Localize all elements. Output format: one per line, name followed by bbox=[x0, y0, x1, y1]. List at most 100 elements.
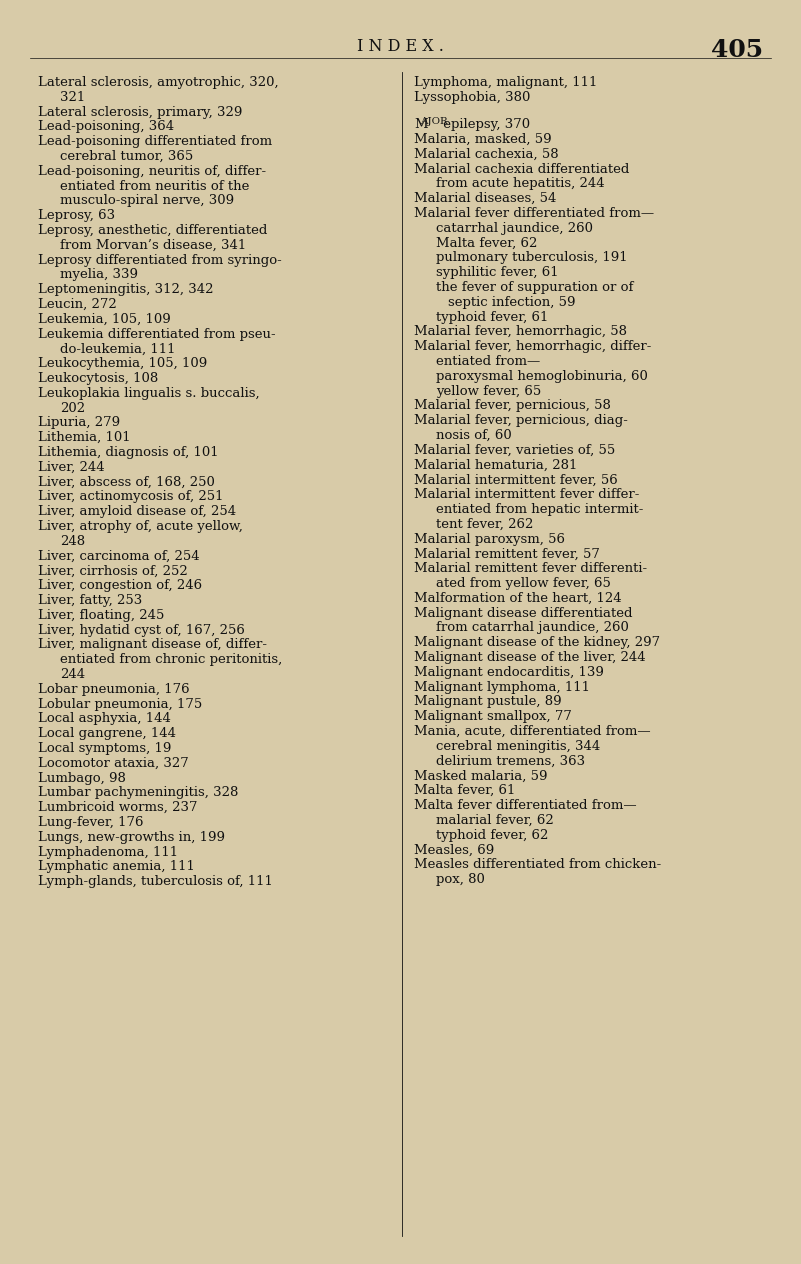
Text: pox, 80: pox, 80 bbox=[436, 873, 485, 886]
Text: Malarial paroxysm, 56: Malarial paroxysm, 56 bbox=[414, 532, 565, 546]
Text: Malignant pustule, 89: Malignant pustule, 89 bbox=[414, 695, 562, 708]
Text: Lead-poisoning, 364: Lead-poisoning, 364 bbox=[38, 120, 174, 134]
Text: Liver, atrophy of, acute yellow,: Liver, atrophy of, acute yellow, bbox=[38, 520, 243, 533]
Text: Leucin, 272: Leucin, 272 bbox=[38, 298, 117, 311]
Text: Malignant lymphoma, 111: Malignant lymphoma, 111 bbox=[414, 680, 590, 694]
Text: Malarial fever, hemorrhagic, differ-: Malarial fever, hemorrhagic, differ- bbox=[414, 340, 651, 353]
Text: Lateral sclerosis, amyotrophic, 320,: Lateral sclerosis, amyotrophic, 320, bbox=[38, 76, 279, 88]
Text: Leukocytosis, 108: Leukocytosis, 108 bbox=[38, 372, 159, 386]
Text: Malta fever, 62: Malta fever, 62 bbox=[436, 236, 537, 249]
Text: the fever of suppuration or of: the fever of suppuration or of bbox=[436, 281, 634, 295]
Text: Local gangrene, 144: Local gangrene, 144 bbox=[38, 727, 176, 741]
Text: I N D E X .: I N D E X . bbox=[357, 38, 444, 56]
Text: Malignant disease of the kidney, 297: Malignant disease of the kidney, 297 bbox=[414, 636, 660, 650]
Text: delirium tremens, 363: delirium tremens, 363 bbox=[436, 755, 586, 767]
Text: Liver, amyloid disease of, 254: Liver, amyloid disease of, 254 bbox=[38, 506, 236, 518]
Text: Malarial fever, varieties of, 55: Malarial fever, varieties of, 55 bbox=[414, 444, 615, 456]
Text: paroxysmal hemoglobinuria, 60: paroxysmal hemoglobinuria, 60 bbox=[436, 370, 648, 383]
Text: from catarrhal jaundice, 260: from catarrhal jaundice, 260 bbox=[436, 622, 629, 635]
Text: Lymph-glands, tuberculosis of, 111: Lymph-glands, tuberculosis of, 111 bbox=[38, 875, 273, 889]
Text: Leukocythemia, 105, 109: Leukocythemia, 105, 109 bbox=[38, 358, 207, 370]
Text: Lateral sclerosis, primary, 329: Lateral sclerosis, primary, 329 bbox=[38, 106, 243, 119]
Text: Leprosy, anesthetic, differentiated: Leprosy, anesthetic, differentiated bbox=[38, 224, 268, 236]
Text: Lumbago, 98: Lumbago, 98 bbox=[38, 771, 126, 785]
Text: Lymphadenoma, 111: Lymphadenoma, 111 bbox=[38, 846, 178, 858]
Text: Liver, 244: Liver, 244 bbox=[38, 461, 105, 474]
Text: Lipuria, 279: Lipuria, 279 bbox=[38, 416, 120, 430]
Text: Liver, malignant disease of, differ-: Liver, malignant disease of, differ- bbox=[38, 638, 267, 651]
Text: musculo-spiral nerve, 309: musculo-spiral nerve, 309 bbox=[60, 195, 234, 207]
Text: Malta fever, 61: Malta fever, 61 bbox=[414, 784, 516, 798]
Text: Malarial fever differentiated from—: Malarial fever differentiated from— bbox=[414, 207, 654, 220]
Text: Liver, congestion of, 246: Liver, congestion of, 246 bbox=[38, 579, 202, 593]
Text: Malarial fever, hemorrhagic, 58: Malarial fever, hemorrhagic, 58 bbox=[414, 325, 627, 339]
Text: catarrhal jaundice, 260: catarrhal jaundice, 260 bbox=[436, 221, 593, 235]
Text: yellow fever, 65: yellow fever, 65 bbox=[436, 384, 541, 398]
Text: septic infection, 59: septic infection, 59 bbox=[448, 296, 576, 308]
Text: Leprosy, 63: Leprosy, 63 bbox=[38, 210, 115, 222]
Text: do-leukemia, 111: do-leukemia, 111 bbox=[60, 343, 175, 355]
Text: ated from yellow fever, 65: ated from yellow fever, 65 bbox=[436, 576, 611, 590]
Text: AJOR: AJOR bbox=[421, 118, 448, 126]
Text: entiated from neuritis of the: entiated from neuritis of the bbox=[60, 179, 249, 192]
Text: Malarial cachexia, 58: Malarial cachexia, 58 bbox=[414, 148, 559, 161]
Text: cerebral meningitis, 344: cerebral meningitis, 344 bbox=[436, 739, 601, 753]
Text: Malaria, masked, 59: Malaria, masked, 59 bbox=[414, 133, 552, 145]
Text: myelia, 339: myelia, 339 bbox=[60, 268, 138, 282]
Text: Liver, cirrhosis of, 252: Liver, cirrhosis of, 252 bbox=[38, 565, 187, 578]
Text: Lumbricoid worms, 237: Lumbricoid worms, 237 bbox=[38, 801, 198, 814]
Text: Lead-poisoning differentiated from: Lead-poisoning differentiated from bbox=[38, 135, 272, 148]
Text: 405: 405 bbox=[710, 38, 763, 62]
Text: Measles, 69: Measles, 69 bbox=[414, 843, 494, 857]
Text: Lung-fever, 176: Lung-fever, 176 bbox=[38, 817, 143, 829]
Text: Malarial remittent fever, 57: Malarial remittent fever, 57 bbox=[414, 547, 600, 560]
Text: Malignant disease of the liver, 244: Malignant disease of the liver, 244 bbox=[414, 651, 646, 664]
Text: Lymphatic anemia, 111: Lymphatic anemia, 111 bbox=[38, 861, 195, 873]
Text: Malarial diseases, 54: Malarial diseases, 54 bbox=[414, 192, 557, 205]
Text: Malignant disease differentiated: Malignant disease differentiated bbox=[414, 607, 633, 619]
Text: 248: 248 bbox=[60, 535, 85, 547]
Text: Lithemia, 101: Lithemia, 101 bbox=[38, 431, 131, 444]
Text: Malarial fever, pernicious, 58: Malarial fever, pernicious, 58 bbox=[414, 399, 611, 412]
Text: Lobar pneumonia, 176: Lobar pneumonia, 176 bbox=[38, 683, 190, 695]
Text: Malignant endocarditis, 139: Malignant endocarditis, 139 bbox=[414, 666, 604, 679]
Text: Liver, abscess of, 168, 250: Liver, abscess of, 168, 250 bbox=[38, 475, 215, 489]
Text: Local asphyxia, 144: Local asphyxia, 144 bbox=[38, 713, 171, 726]
Text: Leprosy differentiated from syringo-: Leprosy differentiated from syringo- bbox=[38, 254, 282, 267]
Text: nosis of, 60: nosis of, 60 bbox=[436, 428, 512, 442]
Text: Malarial intermittent fever, 56: Malarial intermittent fever, 56 bbox=[414, 474, 618, 487]
Text: cerebral tumor, 365: cerebral tumor, 365 bbox=[60, 150, 193, 163]
Text: typhoid fever, 61: typhoid fever, 61 bbox=[436, 311, 549, 324]
Text: M: M bbox=[414, 118, 428, 131]
Text: Malarial cachexia differentiated: Malarial cachexia differentiated bbox=[414, 163, 630, 176]
Text: Liver, carcinoma of, 254: Liver, carcinoma of, 254 bbox=[38, 550, 199, 562]
Text: 321: 321 bbox=[60, 91, 85, 104]
Text: Leukoplakia lingualis s. buccalis,: Leukoplakia lingualis s. buccalis, bbox=[38, 387, 260, 399]
Text: Lungs, new-growths in, 199: Lungs, new-growths in, 199 bbox=[38, 830, 225, 844]
Text: entiated from—: entiated from— bbox=[436, 355, 541, 368]
Text: Lymphoma, malignant, 111: Lymphoma, malignant, 111 bbox=[414, 76, 598, 88]
Text: epilepsy, 370: epilepsy, 370 bbox=[439, 118, 530, 131]
Text: Malta fever differentiated from—: Malta fever differentiated from— bbox=[414, 799, 637, 811]
Text: Mania, acute, differentiated from—: Mania, acute, differentiated from— bbox=[414, 726, 650, 738]
Text: from acute hepatitis, 244: from acute hepatitis, 244 bbox=[436, 177, 605, 191]
Text: Lithemia, diagnosis of, 101: Lithemia, diagnosis of, 101 bbox=[38, 446, 219, 459]
Text: Lumbar pachymeningitis, 328: Lumbar pachymeningitis, 328 bbox=[38, 786, 239, 799]
Text: Malignant smallpox, 77: Malignant smallpox, 77 bbox=[414, 710, 572, 723]
Text: Lobular pneumonia, 175: Lobular pneumonia, 175 bbox=[38, 698, 202, 710]
Text: Lyssophobia, 380: Lyssophobia, 380 bbox=[414, 91, 530, 104]
Text: Masked malaria, 59: Masked malaria, 59 bbox=[414, 770, 548, 782]
Text: tent fever, 262: tent fever, 262 bbox=[436, 518, 533, 531]
Text: Lead-poisoning, neuritis of, differ-: Lead-poisoning, neuritis of, differ- bbox=[38, 164, 266, 178]
Text: from Morvan’s disease, 341: from Morvan’s disease, 341 bbox=[60, 239, 246, 252]
Text: entiated from hepatic intermit-: entiated from hepatic intermit- bbox=[436, 503, 643, 516]
Text: Local symptoms, 19: Local symptoms, 19 bbox=[38, 742, 171, 755]
Text: Malarial fever, pernicious, diag-: Malarial fever, pernicious, diag- bbox=[414, 415, 628, 427]
Text: pulmonary tuberculosis, 191: pulmonary tuberculosis, 191 bbox=[436, 252, 628, 264]
Text: Liver, floating, 245: Liver, floating, 245 bbox=[38, 609, 164, 622]
Text: typhoid fever, 62: typhoid fever, 62 bbox=[436, 829, 549, 842]
Text: Locomotor ataxia, 327: Locomotor ataxia, 327 bbox=[38, 757, 189, 770]
Text: Measles differentiated from chicken-: Measles differentiated from chicken- bbox=[414, 858, 662, 871]
Text: Liver, fatty, 253: Liver, fatty, 253 bbox=[38, 594, 143, 607]
Text: 202: 202 bbox=[60, 402, 85, 415]
